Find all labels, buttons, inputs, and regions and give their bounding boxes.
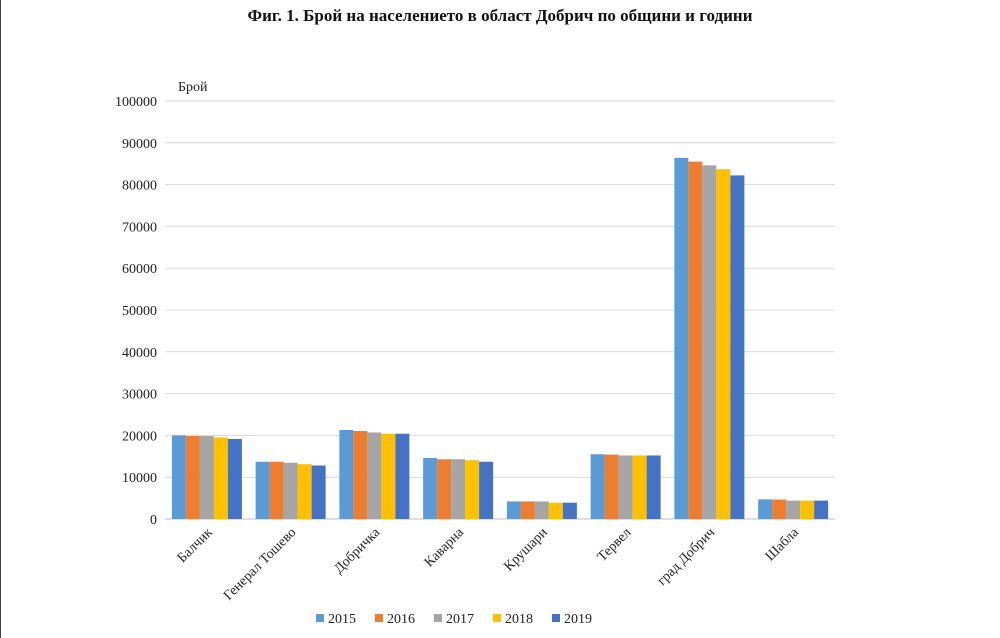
- legend-label: 2018: [505, 612, 533, 627]
- bar-2016: [269, 461, 284, 519]
- bar-2017: [451, 459, 466, 519]
- legend-label: 2015: [328, 612, 356, 627]
- bar-2016: [520, 501, 535, 519]
- bar-2016: [353, 431, 368, 519]
- x-tick-label: град Добрич: [655, 525, 718, 588]
- x-tick-label: Балчик: [175, 525, 216, 566]
- bar-2017: [702, 165, 717, 519]
- y-tick-label: 30000: [122, 388, 157, 403]
- bar-2016: [688, 161, 703, 520]
- y-tick-label: 10000: [122, 471, 157, 486]
- y-tick-label: 60000: [122, 262, 157, 277]
- bar-2017: [367, 432, 382, 519]
- bar-2019: [311, 465, 326, 519]
- legend-label: 2017: [446, 612, 474, 627]
- bar-2018: [297, 464, 312, 519]
- bar-2018: [632, 455, 647, 519]
- y-tick-label: 80000: [122, 179, 157, 194]
- bar-2015: [590, 454, 605, 519]
- x-tick-label: Крушари: [501, 525, 551, 575]
- y-tick-label: 100000: [115, 95, 157, 110]
- bar-2019: [730, 175, 745, 520]
- y-tick-label: 90000: [122, 137, 157, 152]
- bar-2018: [548, 502, 563, 519]
- x-tick-label: Генерал Тошево: [221, 525, 299, 603]
- bar-2019: [814, 500, 829, 519]
- bar-2018: [213, 437, 228, 519]
- bar-2017: [786, 500, 801, 519]
- bar-2015: [171, 435, 186, 519]
- bar-2017: [618, 455, 633, 519]
- chart-title: Фиг. 1. Брой на населението в област Доб…: [247, 6, 753, 25]
- bar-2015: [674, 157, 689, 519]
- bar-2015: [506, 501, 521, 519]
- bar-2018: [381, 433, 396, 519]
- bar-2018: [800, 500, 815, 519]
- bar-2016: [185, 436, 200, 519]
- legend-swatch-2019: [552, 614, 560, 622]
- bar-2018: [716, 169, 731, 519]
- x-tick-label: Каварна: [422, 525, 468, 571]
- bar-2015: [423, 457, 438, 519]
- bar-2015: [339, 429, 354, 519]
- bar-2018: [465, 460, 480, 519]
- x-tick-label: Тервел: [595, 525, 635, 565]
- y-tick-label: 20000: [122, 429, 157, 444]
- y-tick-label: 40000: [122, 346, 157, 361]
- bar-2017: [199, 436, 214, 519]
- bar-2019: [227, 438, 242, 519]
- x-tick-label: Шабла: [763, 525, 803, 565]
- legend-swatch-2015: [316, 614, 324, 622]
- bar-2017: [534, 501, 549, 519]
- bar-2015: [758, 499, 773, 519]
- bar-2016: [437, 459, 452, 519]
- x-tick-label: Добричка: [332, 525, 384, 577]
- bar-2017: [283, 462, 298, 519]
- bar-2019: [646, 455, 661, 519]
- legend-swatch-2016: [375, 614, 383, 622]
- bar-2016: [772, 499, 787, 519]
- bar-2016: [604, 454, 619, 519]
- legend-label: 2019: [564, 612, 592, 627]
- y-tick-label: 50000: [122, 304, 157, 319]
- legend-label: 2016: [387, 612, 415, 627]
- y-tick-label: 70000: [122, 220, 157, 235]
- legend-swatch-2017: [434, 614, 442, 622]
- bar-2015: [255, 461, 270, 519]
- bar-2019: [395, 433, 410, 519]
- page-border: [0, 0, 1, 638]
- bar-2019: [479, 461, 494, 519]
- bar-2019: [562, 502, 577, 519]
- legend-swatch-2018: [493, 614, 501, 622]
- y-tick-label: 0: [150, 513, 157, 528]
- y-axis-label: Брой: [178, 80, 208, 95]
